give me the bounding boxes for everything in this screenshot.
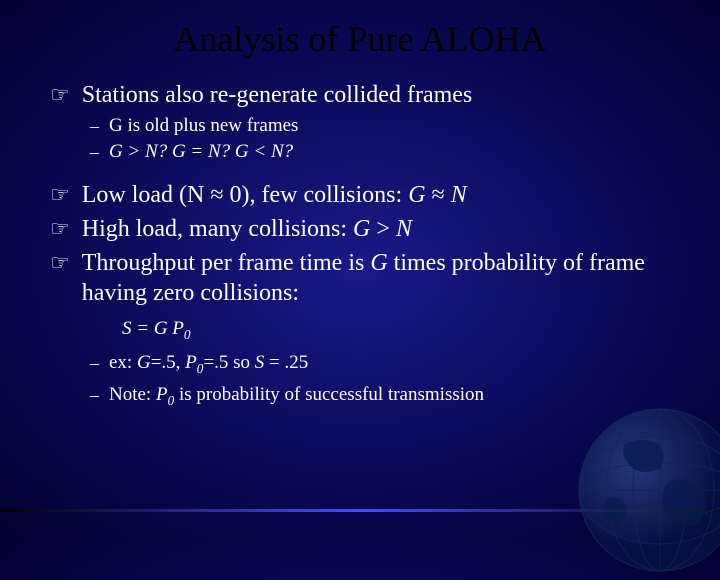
dash-icon: – (90, 351, 99, 375)
dash-icon: – (90, 383, 99, 407)
dash-icon: – (90, 140, 99, 164)
bullet-text: Stations also re-generate collided frame… (82, 80, 473, 110)
hand-icon: ☞ (50, 214, 70, 244)
dash-icon: – (90, 114, 99, 138)
bullet-4: ☞ Throughput per frame time is G times p… (50, 248, 690, 308)
slide-title: Analysis of Pure ALOHA (0, 0, 720, 60)
bullet-3: ☞ High load, many collisions: G > N (50, 214, 690, 244)
slide-body: ☞ Stations also re-generate collided fra… (0, 60, 720, 412)
bullet-1: ☞ Stations also re-generate collided fra… (50, 80, 690, 110)
bullet-1b: – G > N? G = N? G < N? (90, 140, 690, 164)
bullet-text: Note: P0 is probability of successful tr… (109, 383, 484, 413)
bullet-text: ex: G=.5, P0=.5 so S = .25 (109, 351, 308, 381)
bullet-1a: – G is old plus new frames (90, 114, 690, 138)
hand-icon: ☞ (50, 80, 70, 110)
bullet-2: ☞ Low load (N ≈ 0), few collisions: G ≈ … (50, 180, 690, 210)
hand-icon: ☞ (50, 248, 70, 278)
bullet-text: Low load (N ≈ 0), few collisions: G ≈ N (82, 180, 467, 210)
bullet-text: High load, many collisions: G > N (82, 214, 412, 244)
formula: S = G P0 (122, 318, 690, 343)
bullet-text: G is old plus new frames (109, 114, 298, 138)
bullet-text: Throughput per frame time is G times pro… (82, 248, 690, 308)
globe-icon (570, 400, 720, 580)
bullet-4a: – ex: G=.5, P0=.5 so S = .25 (90, 351, 690, 381)
hand-icon: ☞ (50, 180, 70, 210)
bullet-text: G > N? G = N? G < N? (109, 140, 293, 164)
